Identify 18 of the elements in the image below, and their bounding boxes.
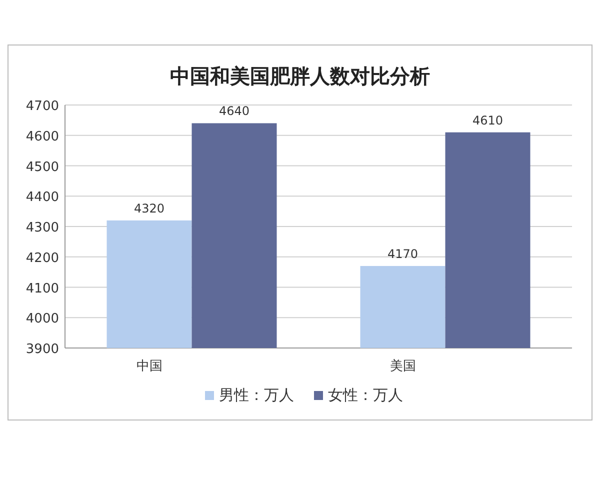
- data-label: 4170: [387, 246, 418, 261]
- y-tick-label: 4500: [26, 160, 59, 175]
- y-tick-label: 3900: [26, 342, 59, 357]
- y-tick-label: 4200: [26, 250, 59, 266]
- y-tick-label: 4700: [26, 99, 59, 114]
- y-tick-label: 4400: [26, 190, 59, 206]
- y-tick-label: 4600: [26, 129, 59, 144]
- legend-label: 女性：万人: [328, 386, 403, 404]
- legend-label: 男性：万人: [219, 386, 294, 404]
- chart-title: 中国和美国肥胖人数对比分析: [170, 64, 430, 88]
- data-label: 4640: [218, 104, 250, 118]
- x-tick-label: 中国: [136, 359, 162, 374]
- data-label: 4610: [472, 113, 504, 128]
- x-tick-label: 美国: [390, 358, 416, 374]
- y-tick-label: 4000: [26, 312, 59, 327]
- y-tick-label: 4300: [26, 220, 59, 236]
- y-tick-label: 4100: [26, 281, 59, 296]
- data-label: 4320: [134, 201, 165, 216]
